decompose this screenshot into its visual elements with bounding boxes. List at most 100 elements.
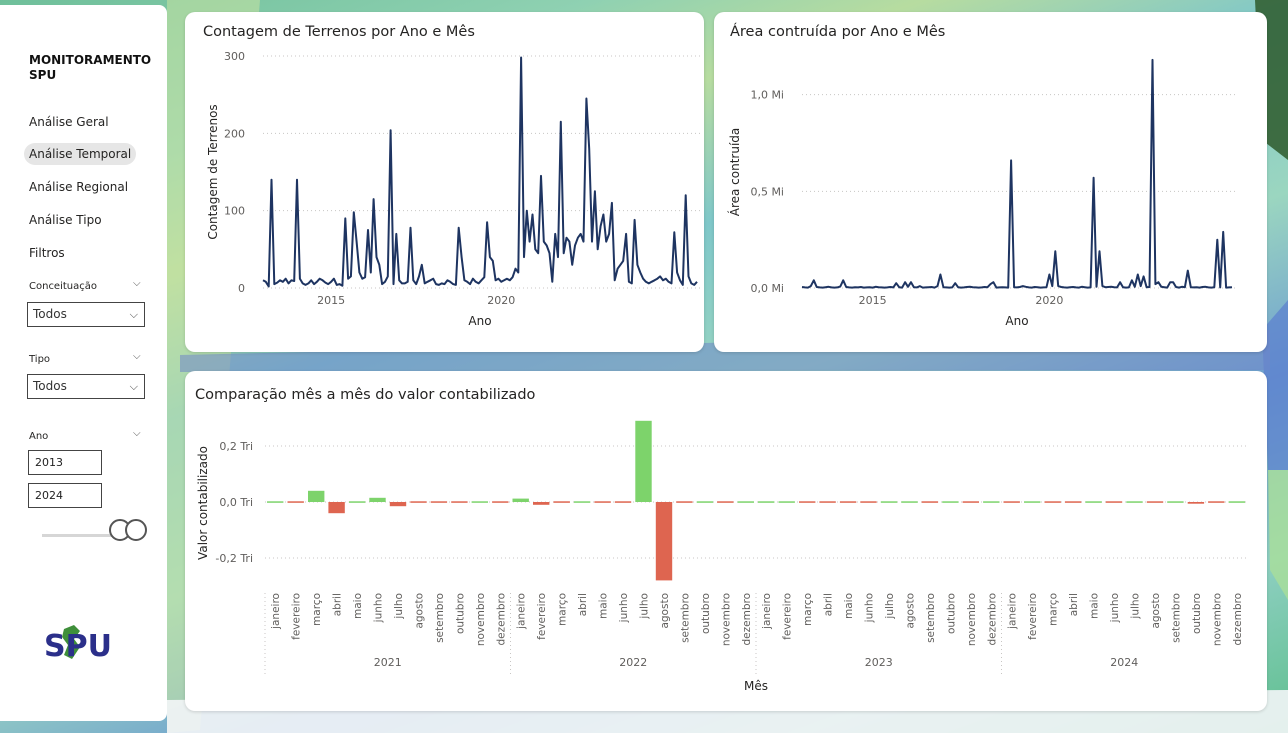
chart-title-contagem: Contagem de Terrenos por Ano e Mês <box>203 24 475 40</box>
x-tick-label: novembro <box>720 593 732 646</box>
bar <box>594 501 611 503</box>
y-tick-label: 1,0 Mi <box>750 89 784 102</box>
x-tick-label: setembro <box>1170 593 1182 643</box>
x-tick-label: fevereiro <box>291 593 303 640</box>
slicer-tipo-label: Tipo <box>29 354 51 365</box>
y-tick-label: 0 <box>238 282 245 295</box>
chart-title-comparacao: Comparação mês a mês do valor contabiliz… <box>195 387 536 403</box>
bar <box>1105 501 1123 503</box>
x-tick-label: março <box>802 593 814 626</box>
x-tick-label: outubro <box>700 593 712 634</box>
bar <box>614 501 632 503</box>
bar <box>328 502 345 514</box>
x-tick-label: dezembro <box>495 593 507 646</box>
y-axis-title: Área contruída <box>727 128 742 217</box>
chevron-down-icon[interactable]: ⌵ <box>133 351 141 362</box>
ano-end-input[interactable]: 2024 <box>28 483 102 508</box>
bar <box>533 502 550 505</box>
bar <box>1146 501 1164 503</box>
bar <box>573 501 591 503</box>
bar <box>492 501 509 503</box>
bar <box>471 501 488 503</box>
bar <box>1044 501 1061 503</box>
x-tick-label: dezembro <box>741 593 753 646</box>
x-tick-label: março <box>557 593 569 626</box>
x-tick-label: 2020 <box>1035 294 1063 307</box>
bar <box>1228 501 1245 503</box>
bar <box>1167 501 1184 503</box>
x-tick-label: outubro <box>454 593 466 634</box>
tipo-dropdown[interactable]: Todos ⌵ <box>27 374 145 399</box>
bar <box>308 490 325 502</box>
x-tick-label: 2015 <box>859 294 887 307</box>
chevron-down-icon[interactable]: ⌵ <box>133 428 141 439</box>
bar <box>921 501 939 503</box>
nav-analise-tipo[interactable]: Análise Tipo <box>29 213 102 227</box>
x-tick-label: maio <box>598 593 610 619</box>
chevron-down-icon: ⌵ <box>129 380 138 393</box>
x-tick-label: junho <box>864 593 876 623</box>
conceituacao-dropdown[interactable]: Todos ⌵ <box>27 302 145 327</box>
x-tick-label: novembro <box>475 593 487 646</box>
sidebar: MONITORAMENTO SPU Análise Geral Análise … <box>0 5 167 721</box>
nav-analise-geral[interactable]: Análise Geral <box>29 115 109 129</box>
bar <box>819 501 836 503</box>
x-tick-label: outubro <box>945 593 957 634</box>
x-tick-label: 2020 <box>487 294 515 307</box>
app-title-line2: SPU <box>29 68 57 82</box>
bar <box>1208 501 1225 503</box>
bar <box>880 501 898 503</box>
year-label: 2021 <box>374 656 402 669</box>
x-tick-label: janeiro <box>761 593 773 630</box>
bar <box>348 501 366 503</box>
x-tick-label: março <box>1048 593 1060 626</box>
x-tick-label: dezembro <box>986 593 998 646</box>
x-tick-label: julho <box>1129 593 1141 620</box>
bar <box>860 501 877 503</box>
x-tick-label: fevereiro <box>1027 593 1039 640</box>
year-label: 2024 <box>1110 656 1138 669</box>
bar <box>676 501 693 503</box>
tipo-value: Todos <box>33 379 67 393</box>
ano-slider-handle-end[interactable] <box>125 519 147 541</box>
x-tick-label: setembro <box>434 593 446 643</box>
bar <box>1003 501 1020 503</box>
bar <box>451 501 468 503</box>
year-label: 2022 <box>619 656 647 669</box>
bar <box>430 501 448 503</box>
bar <box>901 501 918 503</box>
x-tick-label: novembro <box>1211 593 1223 646</box>
x-axis-title: Mês <box>744 679 768 693</box>
comparacao-bar-chart[interactable]: 0,2 Tri 0,0 Tri -0,2 Tri Valor contabilizad… <box>185 371 1267 711</box>
y-tick-label: 300 <box>224 50 245 63</box>
bar <box>369 497 386 502</box>
x-tick-label: abril <box>823 593 835 616</box>
y-axis-title: Contagem de Terrenos <box>206 104 220 239</box>
bar <box>1024 501 1041 503</box>
bar <box>287 501 304 503</box>
bar <box>410 501 427 503</box>
chevron-down-icon: ⌵ <box>129 308 138 321</box>
bar <box>778 501 795 503</box>
nav-analise-regional[interactable]: Análise Regional <box>29 180 129 194</box>
year-label: 2023 <box>865 656 893 669</box>
x-tick-label: junho <box>1109 593 1121 623</box>
ano-slider-track[interactable] <box>42 534 134 537</box>
nav-analise-temporal[interactable]: Análise Temporal <box>24 143 137 165</box>
x-tick-label: janeiro <box>516 593 528 630</box>
card-area-construida: Área contruída por Ano e Mês 0,0 Mi 0,5 M… <box>714 12 1267 352</box>
x-tick-label: setembro <box>925 593 937 643</box>
chevron-down-icon[interactable]: ⌵ <box>133 278 141 289</box>
x-tick-label: julho <box>884 593 896 620</box>
card-comparacao-valor: Comparação mês a mês do valor contabiliz… <box>185 371 1267 711</box>
bar <box>635 420 652 502</box>
nav-filtros[interactable]: Filtros <box>29 246 65 260</box>
x-tick-label: junho <box>618 593 630 623</box>
x-tick-label: agosto <box>413 593 425 629</box>
bar <box>983 501 1000 503</box>
bar <box>799 501 816 503</box>
contagem-line-chart[interactable]: 0 100 200 300 2015 2020 Ano Contagem de Terreno… <box>185 12 704 352</box>
ano-start-input[interactable]: 2013 <box>28 450 102 475</box>
x-tick-label: 2015 <box>317 294 345 307</box>
